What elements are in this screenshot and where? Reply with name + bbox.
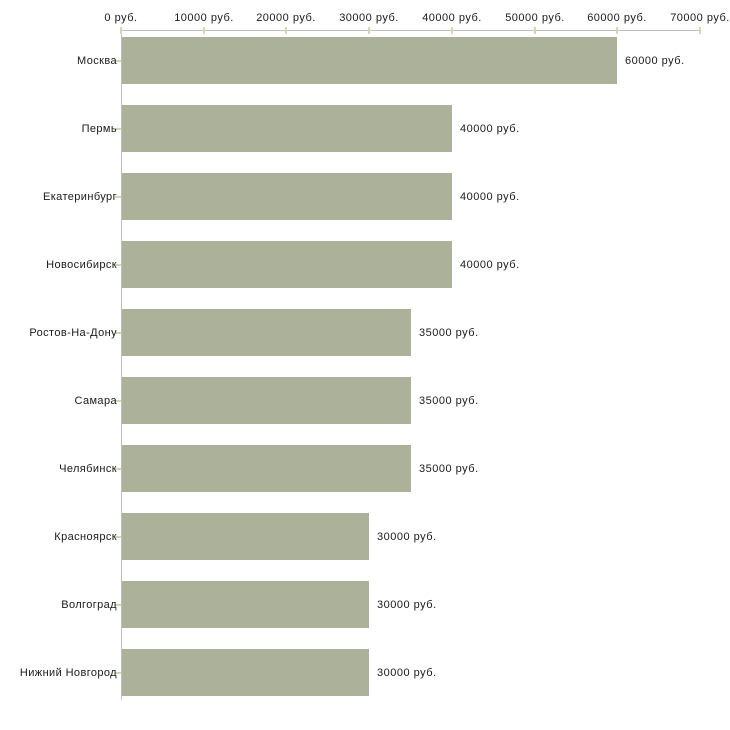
- x-axis-tick: [699, 27, 701, 34]
- bar: [122, 241, 452, 288]
- category-label: Самара: [74, 394, 117, 407]
- category-label: Пермь: [81, 122, 117, 135]
- bar: [122, 581, 369, 628]
- value-label: 60000 руб.: [625, 54, 685, 67]
- y-axis-tick: [115, 399, 121, 402]
- x-axis-tick: [616, 27, 618, 34]
- value-label: 35000 руб.: [419, 462, 479, 475]
- x-axis-tick: [451, 27, 453, 34]
- category-label: Москва: [77, 54, 117, 67]
- y-axis-tick: [115, 671, 121, 674]
- x-axis-tick: [534, 27, 536, 34]
- x-axis-tick-label: 20000 руб.: [256, 12, 316, 24]
- value-label: 35000 руб.: [419, 394, 479, 407]
- y-axis-tick: [115, 263, 121, 266]
- y-axis-tick: [115, 59, 121, 62]
- x-axis-tick-label: 70000 руб.: [670, 12, 730, 24]
- category-label: Челябинск: [59, 462, 117, 475]
- bar: [122, 649, 369, 696]
- value-label: 30000 руб.: [377, 598, 437, 611]
- x-axis-tick-label: 30000 руб.: [339, 12, 399, 24]
- category-label: Ростов-На-Дону: [29, 326, 117, 339]
- x-axis-tick-label: 60000 руб.: [587, 12, 647, 24]
- x-axis-tick: [120, 27, 122, 34]
- y-axis-tick: [115, 603, 121, 606]
- value-label: 35000 руб.: [419, 326, 479, 339]
- category-label: Новосибирск: [46, 258, 117, 271]
- x-axis-line: [121, 30, 700, 31]
- y-axis-tick: [115, 535, 121, 538]
- value-label: 40000 руб.: [460, 190, 520, 203]
- value-label: 40000 руб.: [460, 122, 520, 135]
- value-label: 40000 руб.: [460, 258, 520, 271]
- y-axis-line: [121, 30, 122, 700]
- x-axis-tick-label: 40000 руб.: [422, 12, 482, 24]
- bar: [122, 173, 452, 220]
- y-axis-tick: [115, 195, 121, 198]
- x-axis-tick: [285, 27, 287, 34]
- y-axis-tick: [115, 467, 121, 470]
- value-label: 30000 руб.: [377, 666, 437, 679]
- x-axis-tick: [368, 27, 370, 34]
- bar: [122, 513, 369, 560]
- bar: [122, 37, 617, 84]
- bar: [122, 309, 411, 356]
- bar: [122, 445, 411, 492]
- x-axis-tick: [203, 27, 205, 34]
- y-axis-tick: [115, 331, 121, 334]
- value-label: 30000 руб.: [377, 530, 437, 543]
- bar: [122, 377, 411, 424]
- category-label: Волгоград: [61, 598, 117, 611]
- x-axis-tick-label: 10000 руб.: [174, 12, 234, 24]
- category-label: Екатеринбург: [42, 190, 117, 203]
- x-axis-tick-label: 50000 руб.: [505, 12, 565, 24]
- category-label: Красноярск: [54, 530, 117, 543]
- bar: [122, 105, 452, 152]
- y-axis-tick: [115, 127, 121, 130]
- x-axis-tick-label: 0 руб.: [104, 12, 138, 24]
- category-label: Нижний Новгород: [19, 666, 117, 679]
